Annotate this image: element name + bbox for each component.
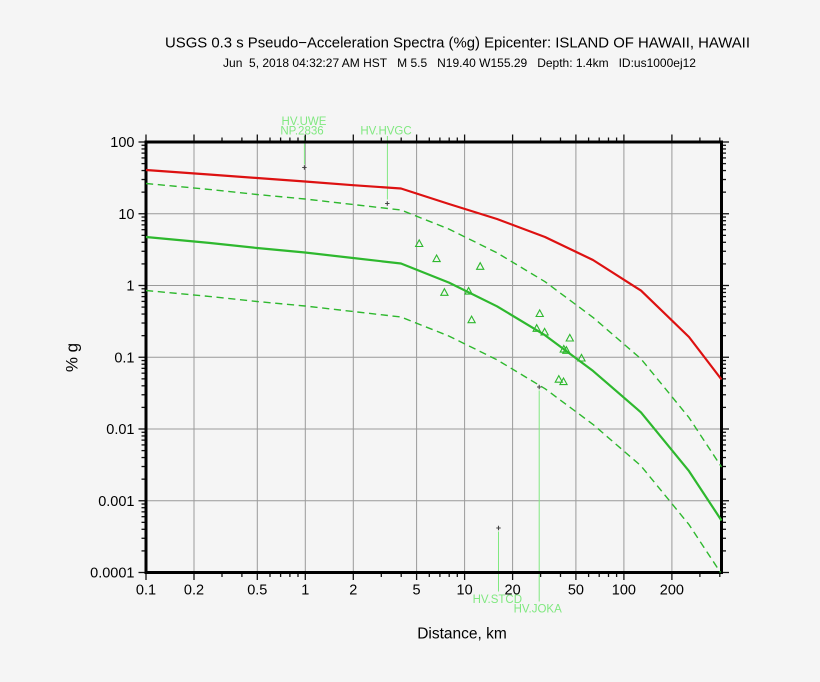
svg-text:5: 5 [413, 583, 421, 599]
svg-text:0.001: 0.001 [98, 494, 134, 510]
svg-text:USGS 0.3 s Pseudo−Acceleration: USGS 0.3 s Pseudo−Acceleration Spectra (… [165, 36, 750, 52]
svg-text:0.1: 0.1 [136, 583, 156, 599]
svg-text:HV.JOKA: HV.JOKA [514, 604, 562, 616]
svg-text:0.5: 0.5 [247, 583, 267, 599]
svg-text:10: 10 [457, 583, 473, 599]
svg-text:HV.HVGC: HV.HVGC [360, 126, 411, 138]
svg-text:200: 200 [660, 583, 684, 599]
svg-text:Distance, km: Distance, km [417, 626, 507, 643]
svg-text:0.0001: 0.0001 [90, 566, 134, 582]
svg-text:1: 1 [126, 279, 134, 295]
svg-text:NP.2836: NP.2836 [280, 126, 323, 138]
svg-text:10: 10 [118, 207, 134, 223]
svg-text:Jun 5, 2018 04:32:27 AM HST: Jun 5, 2018 04:32:27 AM HST M 5.5 N19.40… [223, 56, 696, 70]
svg-text:20: 20 [505, 583, 521, 599]
svg-text:100: 100 [612, 583, 636, 599]
svg-text:0.01: 0.01 [106, 422, 134, 438]
svg-text:50: 50 [568, 583, 584, 599]
svg-text:% g: % g [63, 343, 82, 372]
svg-text:0.1: 0.1 [114, 350, 134, 366]
svg-text:100: 100 [110, 135, 134, 151]
svg-text:HV.STCD: HV.STCD [473, 594, 522, 606]
svg-text:HV.UWE: HV.UWE [282, 116, 327, 128]
svg-text:1: 1 [301, 583, 309, 599]
svg-text:2: 2 [349, 583, 357, 599]
svg-text:0.2: 0.2 [184, 583, 204, 599]
